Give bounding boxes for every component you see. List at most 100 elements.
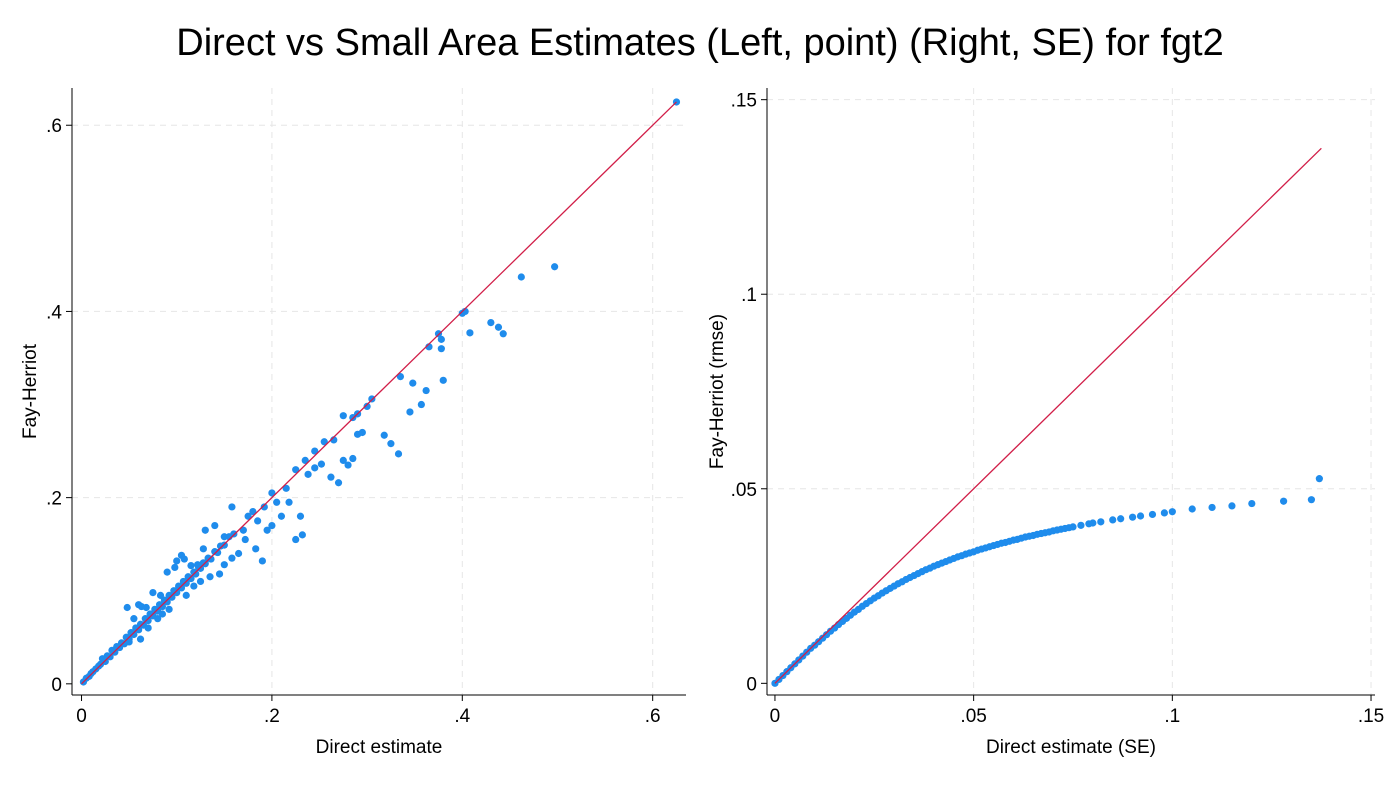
left-data-point-123 [285,498,293,506]
left-data-point-120 [263,526,271,534]
left-data-point-60 [123,603,131,612]
left-data-point-143 [417,400,425,409]
right-y-tick-label-0: 0 [746,674,757,695]
left-data-point-33 [158,602,167,611]
left-reference-line [81,101,677,685]
left-data-point-142 [409,379,417,387]
left-data-point-126 [298,531,306,539]
left-data-point-134 [349,454,357,463]
left-data-point-68 [171,563,179,572]
left-data-point-117 [241,535,249,544]
right-data-point-90 [1248,499,1256,508]
left-data-point-84 [268,489,276,497]
left-data-point-141 [406,408,414,416]
right-data-point-93 [1315,475,1323,483]
left-data-point-23 [135,626,143,634]
left-y-tick-label-1: .2 [46,489,62,510]
left-data-point-87 [292,466,300,474]
left-data-point-148 [494,323,503,331]
left-data-point-112 [206,573,214,581]
left-data-point-119 [258,557,266,565]
left-data-point-118 [252,545,260,553]
left-data-point-82 [254,517,262,525]
right-data-point-87 [1188,505,1196,513]
left-data-point-136 [358,428,366,437]
left-data-point-147 [487,319,495,327]
left-data-point-69 [173,557,181,565]
left-x-tick-label-2: .4 [454,706,470,727]
right-panel-standard-errors: 0 .05 .1 .15 0 .05 .1 .15 Direct estimate (SE) Fa… [707,88,1384,758]
left-data-point-106 [154,615,162,623]
left-data-point-103 [125,638,133,646]
left-data-point-149 [499,330,507,338]
right-y-axis-title: Fay-Herriot (rmse) [707,314,728,469]
left-data-point-131 [334,479,343,487]
right-data-point-80 [1109,516,1117,524]
left-data-point-144 [422,386,430,395]
left-data-point-74 [199,545,207,553]
right-y-tick-label-1: .05 [731,480,757,501]
left-data-point-139 [394,450,403,458]
left-data-point-21 [130,630,138,639]
left-data-point-65 [149,588,157,597]
right-data-point-86 [1168,508,1176,516]
right-x-tick-label-1: .05 [960,706,986,727]
left-data-point-137 [380,431,388,439]
right-data-point-88 [1208,503,1216,512]
left-data-point-77 [220,533,228,541]
left-data-point-146 [439,376,447,384]
left-data-point-138 [387,440,395,448]
left-data-point-72 [187,561,195,570]
left-data-point-27 [144,616,152,625]
left-data-point-53 [207,555,215,563]
right-data-point-89 [1228,502,1236,510]
right-data-point-84 [1148,510,1157,519]
left-data-point-111 [196,577,205,586]
left-data-point-83 [260,503,268,511]
left-data-point-64 [142,603,150,612]
left-data-point-37 [168,593,176,601]
left-data-point-151 [551,263,559,271]
right-y-tick-label-2: .1 [741,285,757,306]
left-data-point-116 [234,549,243,558]
right-data-point-82 [1128,513,1137,521]
left-data-point-81 [249,507,257,516]
left-data-point-39 [173,588,181,597]
left-data-point-92 [339,412,347,420]
left-data-point-121 [268,521,276,530]
left-data-point-102 [466,329,474,337]
left-data-point-107 [158,610,167,618]
right-data-point-83 [1136,512,1145,520]
left-x-tick-label-1: .2 [264,706,280,727]
left-data-point-108 [165,605,173,613]
left-data-point-95 [363,402,371,410]
left-data-point-45 [187,575,195,583]
right-data-point-78 [1089,519,1097,527]
left-data-point-130 [327,473,335,481]
left-data-point-104 [136,635,145,643]
left-data-point-43 [182,579,190,587]
left-data-point-140 [396,373,405,381]
left-data-point-132 [339,456,347,464]
right-data-point-92 [1307,496,1316,504]
right-x-axis-title: Direct estimate (SE) [986,737,1156,758]
left-data-point-47 [192,570,200,578]
left-data-point-115 [228,554,236,562]
left-data-point-75 [201,526,209,534]
left-data-point-76 [211,521,219,530]
right-y-tick-label-3: .15 [731,91,757,112]
left-data-point-35 [163,598,171,606]
left-data-point-129 [317,460,326,468]
left-data-point-145 [437,345,445,353]
left-data-point-113 [215,570,224,578]
left-data-point-66 [156,591,165,599]
left-data-point-127 [304,470,312,478]
left-data-point-41 [177,584,186,592]
left-data-point-73 [194,561,202,569]
left-data-point-86 [282,484,290,492]
left-data-point-128 [311,464,319,472]
right-data-point-85 [1160,509,1168,517]
left-data-point-114 [220,561,228,569]
right-x-tick-label-2: .1 [1164,706,1180,727]
